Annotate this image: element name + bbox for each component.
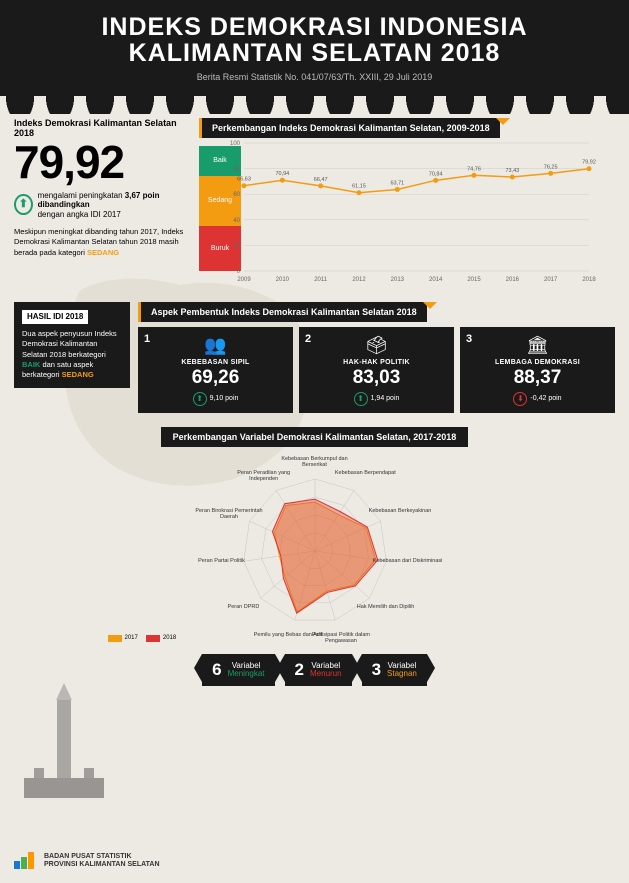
radar-label: Peran Birokrasi Pemerintah Daerah: [194, 508, 264, 520]
subtitle: Berita Resmi Statistik No. 041/07/63/Th.…: [0, 72, 629, 82]
var-label: VariabelMenurun: [310, 662, 342, 678]
aspek-name: HAK-HAK POLITIK: [303, 359, 450, 366]
hasil-panel: HASIL IDI 2018 Dua aspek penyusun Indeks…: [14, 302, 130, 388]
svg-text:20: 20: [233, 243, 240, 249]
variable-card: 2 VariabelMenurun: [285, 654, 352, 686]
svg-text:74,76: 74,76: [467, 166, 481, 172]
radar-label: Kebebasan Berpendapat: [330, 470, 400, 476]
hasil-title: HASIL IDI 2018: [22, 310, 88, 325]
title-line2: KALIMANTAN SELATAN 2018: [129, 39, 501, 67]
aspek-change: ⬆9,10 poin: [142, 392, 289, 406]
footer: BADAN PUSAT STATISTIK PROVINSI KALIMANTA…: [14, 852, 160, 869]
radar-label: Hak Memilih dan Dipilih: [351, 604, 421, 610]
aspek-value: 88,37: [464, 367, 611, 389]
score-value: 79,92: [14, 139, 189, 185]
var-num: 6: [212, 660, 221, 680]
svg-text:2012: 2012: [352, 277, 366, 283]
aspek-change: ⬇-0,42 poin: [464, 392, 611, 406]
svg-text:2011: 2011: [314, 277, 328, 283]
svg-text:2010: 2010: [276, 277, 290, 283]
svg-text:2016: 2016: [506, 277, 520, 283]
var-num: 3: [372, 660, 381, 680]
aspek-icon: 🗳: [303, 335, 450, 357]
aspek-num: 3: [466, 333, 472, 345]
bps-logo-icon: [14, 852, 38, 869]
aspek-name: KEBEBASAN SIPIL: [142, 359, 289, 366]
svg-text:70,84: 70,84: [429, 171, 443, 177]
svg-text:80: 80: [233, 166, 240, 172]
svg-text:61,15: 61,15: [352, 183, 366, 189]
svg-text:100: 100: [230, 141, 241, 147]
radar-label: Peran DPRD: [208, 604, 278, 610]
radar-label: Kebebasan dari Diskriminasi: [373, 558, 443, 564]
aspek-card: 3🏛 LEMBAGA DEMOKRASI88,37 ⬇-0,42 poin: [460, 327, 615, 413]
svg-text:66,63: 66,63: [237, 176, 251, 182]
footer-org1: BADAN PUSAT STATISTIK: [44, 853, 160, 861]
leg-2018: 2018: [163, 635, 176, 641]
aspek-change: ⬆1,94 poin: [303, 392, 450, 406]
svg-text:2009: 2009: [237, 277, 251, 283]
aspek-value: 69,26: [142, 367, 289, 389]
aspek-num: 1: [144, 333, 150, 345]
note-category: SEDANG: [87, 248, 119, 257]
svg-text:60: 60: [233, 192, 240, 198]
radar-label: Peran Partai Politik: [186, 558, 256, 564]
score-note: Meskipun meningkat dibanding tahun 2017,…: [14, 227, 189, 257]
aspek-card: 1👥 KEBEBASAN SIPIL69,26 ⬆9,10 poin: [138, 327, 293, 413]
radar-label: Peran Peradilan yang Independen: [229, 470, 299, 482]
footer-text: BADAN PUSAT STATISTIK PROVINSI KALIMANTA…: [44, 853, 160, 868]
radar-legend: 2017 2018: [108, 635, 177, 642]
var-label: VariabelStagnan: [387, 662, 417, 678]
aspek-card: 2🗳 HAK-HAK POLITIK83,03 ⬆1,94 poin: [299, 327, 454, 413]
svg-text:2015: 2015: [467, 277, 481, 283]
main-title: INDEKS DEMOKRASI INDONESIA KALIMANTAN SE…: [0, 14, 629, 67]
svg-text:79,92: 79,92: [582, 159, 596, 165]
radar-section: Perkembangan Variabel Demokrasi Kalimant…: [14, 427, 615, 686]
svg-text:76,25: 76,25: [544, 164, 558, 170]
svg-text:73,43: 73,43: [505, 168, 519, 174]
header: INDEKS DEMOKRASI INDONESIA KALIMANTAN SE…: [0, 0, 629, 96]
variable-card: 6 VariabelMeningkat: [202, 654, 274, 686]
svg-text:40: 40: [233, 217, 240, 223]
score-change: ⬆ mengalami peningkatan 3,67 poin diband…: [14, 191, 189, 220]
hasil-cat2: SEDANG: [62, 370, 94, 379]
var-label: VariabelMeningkat: [228, 662, 265, 678]
svg-text:66,47: 66,47: [314, 176, 328, 182]
radar-title: Perkembangan Variabel Demokrasi Kalimant…: [161, 427, 469, 447]
svg-text:70,94: 70,94: [275, 171, 289, 177]
score-panel: Indeks Demokrasi Kalimantan Selatan 2018…: [14, 118, 189, 288]
line-chart: Baik Sedang Buruk 02040608010066,6320097…: [199, 143, 615, 288]
change-text3: dengan angka IDI 2017: [38, 210, 121, 219]
hasil-text1: Dua aspek penyusun Indeks Demokrasi Kali…: [22, 329, 117, 358]
radar-label: Pemilu yang Bebas dan Adil: [253, 632, 323, 638]
score-label: Indeks Demokrasi Kalimantan Selatan 2018: [14, 118, 189, 138]
aspek-value: 83,03: [303, 367, 450, 389]
monument-illustration: [14, 678, 114, 798]
aspek-num: 2: [305, 333, 311, 345]
svg-text:2014: 2014: [429, 277, 443, 283]
radar-label: Kebebasan Berkeyakinan: [365, 508, 435, 514]
svg-text:2017: 2017: [544, 277, 558, 283]
aspek-name: LEMBAGA DEMOKRASI: [464, 359, 611, 366]
leg-2017: 2017: [125, 635, 138, 641]
svg-text:2018: 2018: [582, 277, 596, 283]
aspek-icon: 👥: [142, 335, 289, 357]
arrow-up-icon: ⬆: [14, 194, 33, 215]
hasil-cat1: BAIK: [22, 360, 40, 369]
footer-org2: PROVINSI KALIMANTAN SELATAN: [44, 861, 160, 869]
radar-label: Kebebasan Berkumpul dan Berserikat: [280, 456, 350, 468]
linechart-title: Perkembangan Indeks Demokrasi Kalimantan…: [199, 118, 500, 138]
aspek-icon: 🏛: [464, 335, 611, 357]
variable-card: 3 VariabelStagnan: [362, 654, 427, 686]
var-num: 2: [295, 660, 304, 680]
change-text1: mengalami peningkatan: [38, 191, 123, 200]
svg-text:63,71: 63,71: [390, 180, 404, 186]
title-line1: INDEKS DEMOKRASI INDONESIA: [101, 13, 527, 41]
aspek-title: Aspek Pembentuk Indeks Demokrasi Kaliman…: [138, 302, 427, 322]
hasil-body: Dua aspek penyusun Indeks Demokrasi Kali…: [22, 329, 122, 380]
svg-text:2013: 2013: [391, 277, 405, 283]
line-chart-panel: Perkembangan Indeks Demokrasi Kalimantan…: [199, 118, 615, 288]
